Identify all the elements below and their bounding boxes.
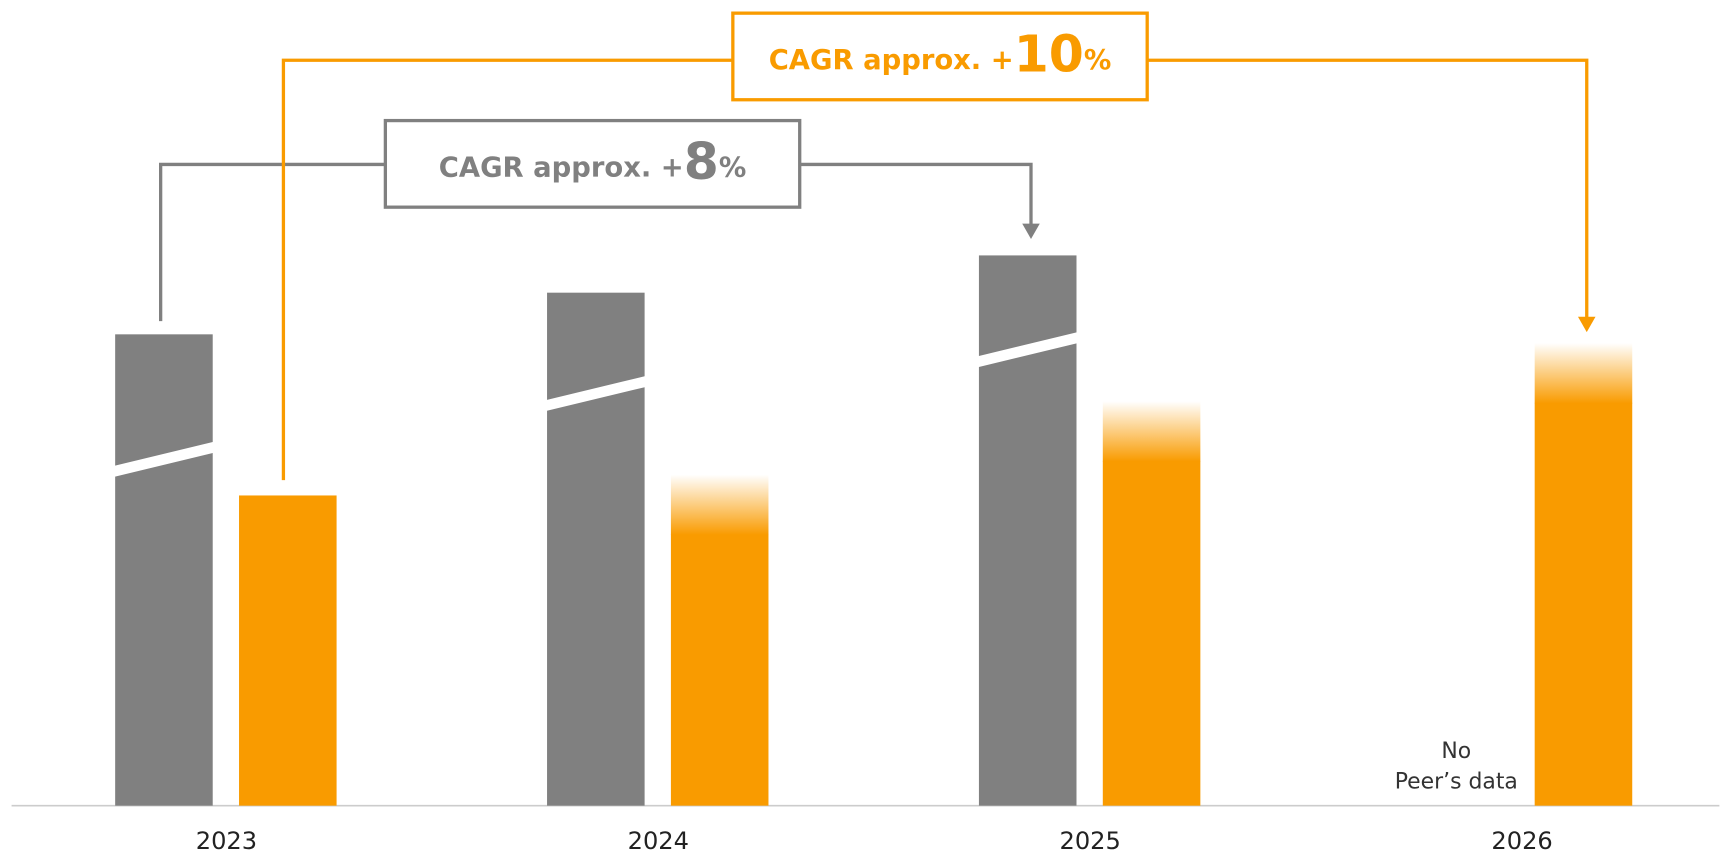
note: Peer’s data [1395, 770, 1518, 795]
cagr-arrowhead [1022, 223, 1040, 239]
bar [239, 495, 337, 806]
x-tick-label: 2026 [1491, 827, 1552, 855]
cagr-label: CAGR approx. +8% [439, 131, 747, 190]
bar [670, 474, 769, 806]
axis-break [545, 375, 646, 412]
bar-fade [1102, 401, 1201, 462]
cagr-value: 8 [684, 131, 719, 190]
bar-body [670, 534, 769, 806]
bar-fade [670, 474, 769, 535]
bar [547, 292, 645, 806]
x-tick-label: 2023 [196, 827, 257, 855]
cagr-prefix: CAGR approx. + [439, 152, 684, 183]
note: No [1441, 739, 1471, 764]
axis-break [114, 441, 214, 477]
cagr-arrowhead [1577, 316, 1596, 333]
bar-body [1102, 460, 1201, 806]
bar [115, 334, 213, 806]
x-tick-label: 2024 [628, 827, 689, 855]
cagr-suffix: % [1084, 44, 1111, 75]
cagr-box [383, 118, 802, 209]
cagr-suffix: % [719, 152, 746, 183]
bar [1102, 401, 1201, 806]
bar-body [1534, 402, 1633, 806]
cagr-prefix: CAGR approx. + [769, 44, 1014, 75]
bar-fade [1534, 343, 1633, 404]
cagr-box [731, 11, 1149, 102]
axis-break [977, 332, 1078, 368]
bar [1534, 343, 1633, 806]
cagr-label: CAGR approx. +10% [769, 24, 1112, 83]
cagr-bracket [159, 162, 1033, 322]
cagr-bracket [281, 58, 1589, 481]
x-tick-label: 2025 [1060, 827, 1121, 855]
cagr-value: 10 [1014, 24, 1084, 83]
